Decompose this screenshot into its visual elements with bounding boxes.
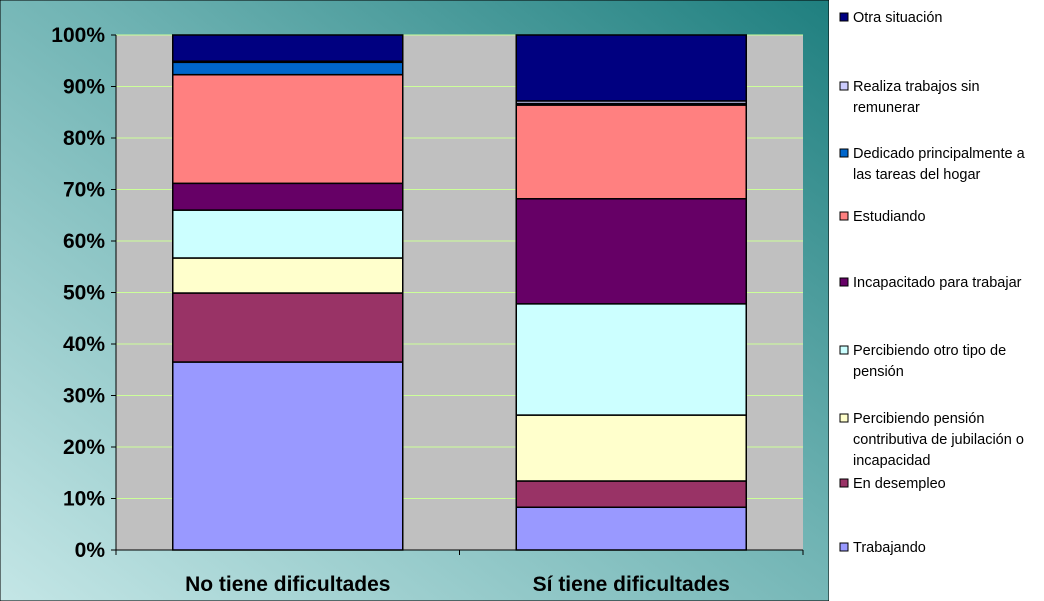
legend-label: Percibiendo pensión contributiva de jubil… (853, 411, 1024, 469)
legend-background (829, 0, 1044, 601)
bar-segment (515, 198, 747, 305)
bar-stacks (172, 34, 747, 551)
legend-swatch (839, 542, 849, 552)
legend: Otra situación Realiza trabajos sin remune… (839, 10, 1026, 556)
y-tick-label: 70% (63, 179, 105, 202)
bar-segment (172, 182, 404, 211)
legend-label: Realiza trabajos sin remunerar (853, 79, 980, 116)
y-axis-tick-labels: 0% 10% 20% 30% 40% 50% 60% 70% 80% 90% 100% (51, 24, 105, 562)
legend-label: Incapacitado para trabajar (853, 275, 1022, 291)
bar-segment (515, 104, 747, 200)
y-tick-label: 0% (75, 539, 106, 562)
legend-label: Trabajando (853, 540, 926, 556)
y-tick-label: 90% (63, 76, 105, 99)
x-category-label: Sí tiene dificultades (533, 573, 730, 596)
legend-swatch (839, 413, 849, 423)
y-tick-label: 40% (63, 333, 105, 356)
bar-segment (172, 292, 404, 363)
bar-segment (172, 73, 404, 185)
y-tick-label: 50% (63, 282, 105, 305)
bar-segment (172, 209, 404, 259)
y-tick-label: 20% (63, 436, 105, 459)
bar-segment (515, 34, 747, 102)
bar-segment (515, 414, 747, 482)
y-tick-label: 10% (63, 488, 105, 511)
bar-segment (515, 506, 747, 551)
legend-swatch (839, 12, 849, 22)
legend-swatch (839, 81, 849, 91)
y-tick-label: 60% (63, 230, 105, 253)
bar-segment (172, 257, 404, 294)
bar-segment (172, 34, 404, 63)
axes (111, 34, 804, 555)
bar-segment (515, 480, 747, 509)
y-tick-label: 30% (63, 385, 105, 408)
legend-label: En desempleo (853, 476, 946, 492)
legend-swatch (839, 478, 849, 488)
legend-swatch (839, 148, 849, 158)
legend-label: Otra situación (853, 10, 942, 26)
legend-swatch (839, 345, 849, 355)
legend-swatch (839, 277, 849, 287)
bar-segment (172, 61, 404, 76)
bar-segment (172, 361, 404, 551)
bar-segment (515, 303, 747, 416)
legend-swatch (839, 211, 849, 221)
x-category-label: No tiene dificultades (185, 573, 390, 596)
y-tick-label: 100% (51, 24, 105, 47)
legend-label: Percibiendo otro tipo de pensión (853, 343, 1006, 380)
x-axis-category-labels: No tiene dificultades Sí tiene dificultad… (185, 573, 730, 596)
legend-label: Estudiando (853, 209, 926, 225)
y-tick-label: 80% (63, 127, 105, 150)
legend-label: Dedicado principalmente a las tareas del … (853, 146, 1026, 183)
